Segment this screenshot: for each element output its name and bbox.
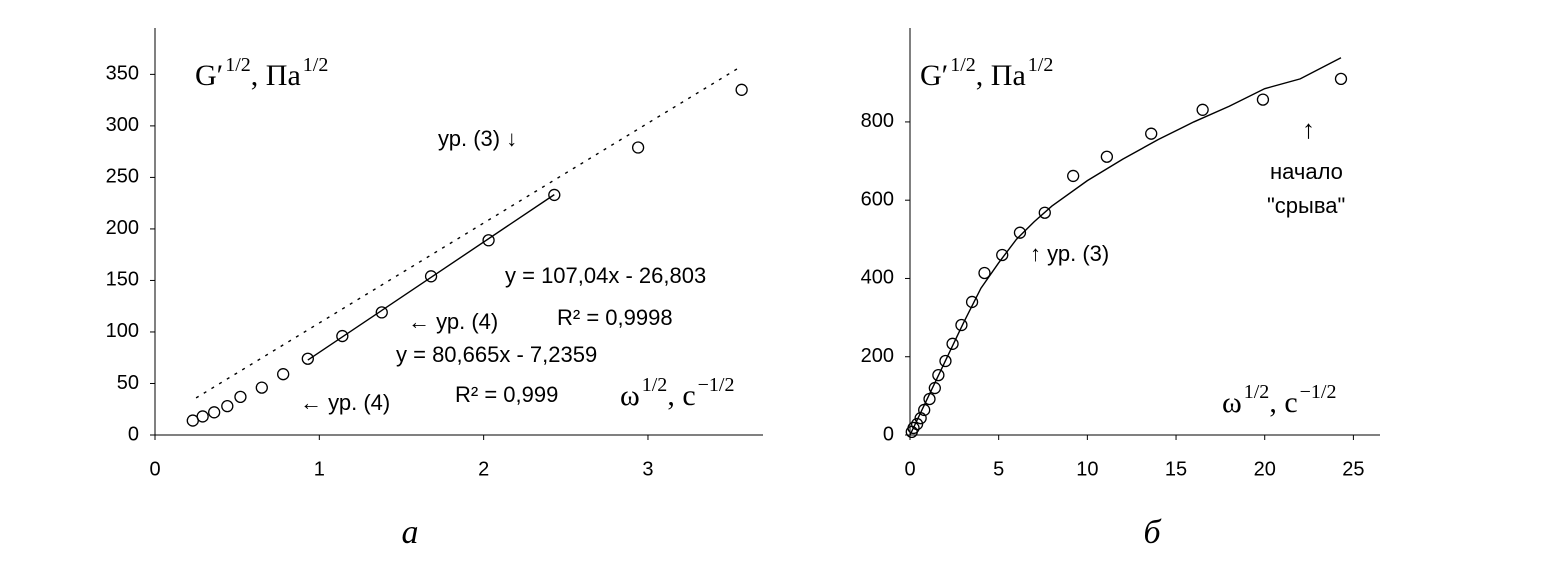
x-tick-label: 1 <box>314 458 325 480</box>
data-point <box>277 368 290 381</box>
y-tick-label: 0 <box>128 423 139 445</box>
fit-line <box>909 57 1342 436</box>
axis-label-part: , Па <box>251 59 301 92</box>
panel-label: б <box>1143 514 1162 551</box>
axis-label-part: , Па <box>976 59 1026 92</box>
axis-label: ω 1/2, с −1/2 <box>620 374 734 412</box>
y-tick-label: 200 <box>861 345 894 367</box>
data-point <box>978 266 991 280</box>
y-tick-label: 800 <box>861 110 894 132</box>
data-point <box>939 354 952 368</box>
data-point <box>1100 150 1114 163</box>
axis-label-sup: 1/2 <box>950 54 976 76</box>
y-tick-label: 0 <box>883 423 894 445</box>
data-point <box>234 390 247 404</box>
annotation: R² = 0,999 <box>455 382 558 407</box>
x-tick-label: 0 <box>904 458 915 480</box>
axis-label-sup: 1/2 <box>303 54 329 76</box>
x-tick-label: 5 <box>993 458 1004 480</box>
y-tick-label: 300 <box>106 114 139 136</box>
y-tick-label: 350 <box>106 63 139 85</box>
axis-label: ω 1/2, с −1/2 <box>1222 381 1336 419</box>
data-point <box>1013 226 1027 239</box>
data-point <box>375 306 388 319</box>
axis-label: G′ 1/2, Па 1/2 <box>920 54 1053 92</box>
annotation: ↑ ур. (3) <box>1030 241 1109 266</box>
data-point <box>336 329 349 343</box>
y-tick-label: 50 <box>117 372 139 394</box>
annotation: ← ур. (4) <box>408 309 498 334</box>
y-tick-label: 200 <box>106 217 139 239</box>
axis-label-sup: −1/2 <box>698 374 735 396</box>
data-point <box>1334 72 1348 86</box>
y-tick-label: 600 <box>861 188 894 210</box>
data-point <box>548 188 561 202</box>
annotation: ← ур. (4) <box>300 390 390 415</box>
data-point <box>221 399 234 413</box>
y-tick-label: 150 <box>106 269 139 291</box>
annotation: начало <box>1270 159 1343 184</box>
x-tick-label: 15 <box>1165 458 1187 480</box>
data-point <box>196 410 209 423</box>
data-point <box>955 318 968 332</box>
data-point <box>1196 103 1209 116</box>
annotation: R² = 0,9998 <box>557 305 673 330</box>
axis-label-sup: 1/2 <box>1244 381 1270 403</box>
axis-label-part: , с <box>667 379 695 412</box>
data-point <box>965 295 979 309</box>
panel-label: а <box>402 514 419 551</box>
data-point <box>208 406 221 419</box>
axis-label-part: G′ <box>920 59 948 92</box>
data-point <box>1145 127 1158 140</box>
data-point <box>631 141 645 154</box>
axis-label-part: , с <box>1269 386 1297 419</box>
x-tick-label: 2 <box>478 458 489 480</box>
annotation: ↑ <box>1302 115 1315 144</box>
axis-label-part: ω <box>1222 386 1242 419</box>
annotation: ур. (3) ↓ <box>438 126 517 151</box>
axis-label-sup: −1/2 <box>1300 381 1337 403</box>
data-point <box>907 421 920 435</box>
annotation: y = 107,04x - 26,803 <box>505 263 706 288</box>
data-point <box>946 337 959 350</box>
data-point <box>1067 169 1080 183</box>
axis-label-part: G′ <box>195 59 223 92</box>
x-tick-label: 10 <box>1076 458 1098 480</box>
y-tick-label: 100 <box>106 320 139 342</box>
data-point <box>996 248 1009 262</box>
x-tick-label: 0 <box>149 458 160 480</box>
data-point <box>735 83 748 96</box>
axis-label: G′ 1/2, Па 1/2 <box>195 54 328 92</box>
data-point <box>1256 93 1270 106</box>
y-tick-label: 250 <box>106 166 139 188</box>
data-point <box>932 368 945 382</box>
x-tick-label: 3 <box>642 458 653 480</box>
data-point <box>301 352 314 365</box>
data-point <box>1038 206 1051 219</box>
axis-label-part: ω <box>620 379 640 412</box>
y-tick-label: 400 <box>861 267 894 289</box>
data-point <box>424 270 438 283</box>
axis-label-sup: 1/2 <box>1028 54 1054 76</box>
annotation: y = 80,665x - 7,2359 <box>396 342 597 367</box>
fit-line <box>307 194 555 361</box>
axis-label-sup: 1/2 <box>225 54 251 76</box>
axis-label-sup: 1/2 <box>642 374 668 396</box>
x-tick-label: 20 <box>1254 458 1276 480</box>
x-tick-label: 25 <box>1342 458 1364 480</box>
annotation: "срыва" <box>1267 193 1345 218</box>
data-point <box>255 381 268 394</box>
data-point <box>482 234 495 247</box>
